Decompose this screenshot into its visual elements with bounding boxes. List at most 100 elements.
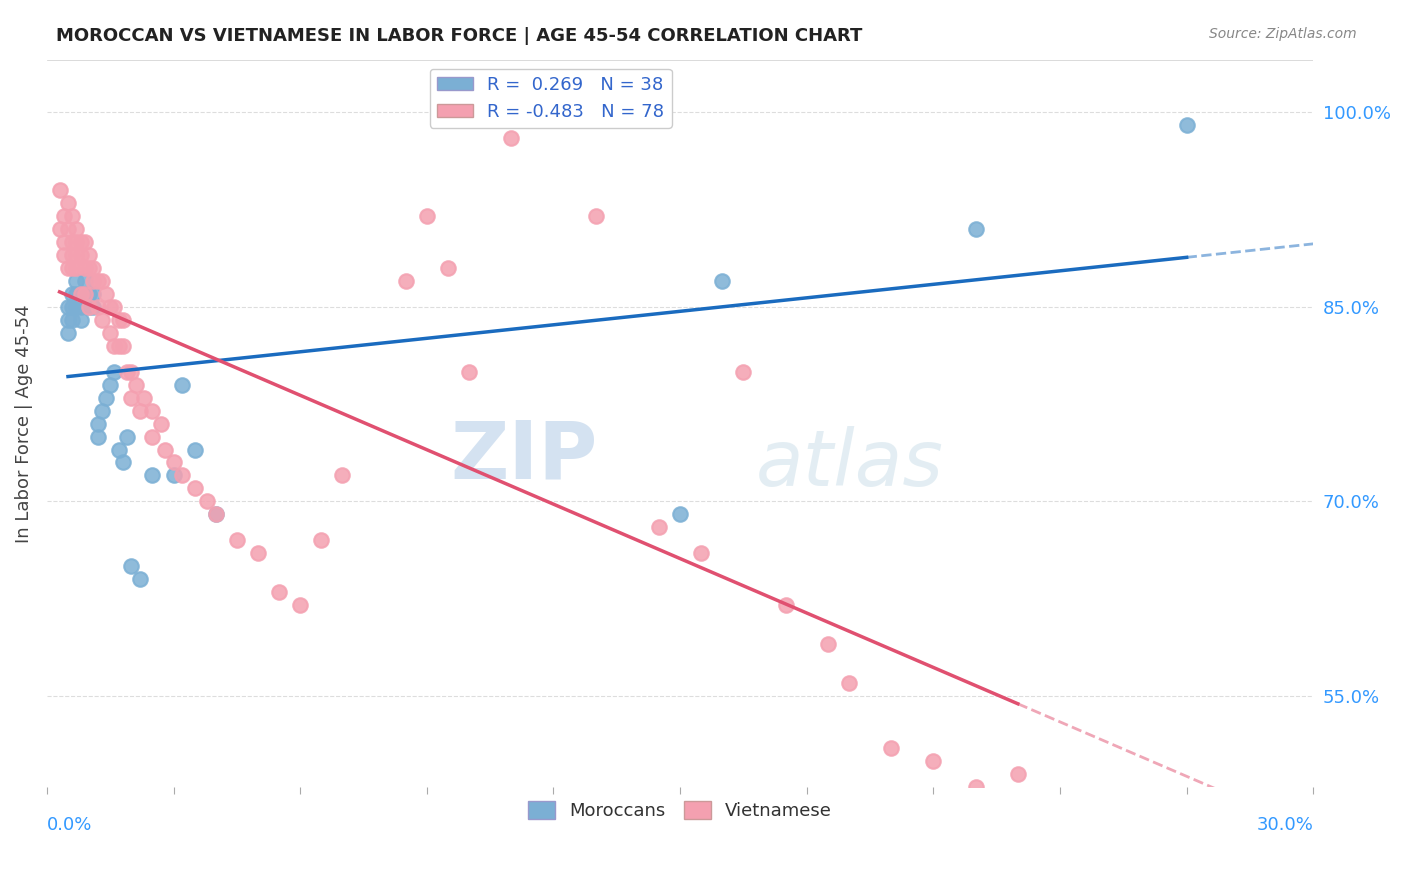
Text: Source: ZipAtlas.com: Source: ZipAtlas.com bbox=[1209, 27, 1357, 41]
Point bbox=[69, 312, 91, 326]
Point bbox=[77, 286, 100, 301]
Point bbox=[128, 403, 150, 417]
Point bbox=[60, 209, 83, 223]
Point bbox=[60, 286, 83, 301]
Point bbox=[94, 391, 117, 405]
Point bbox=[65, 260, 87, 275]
Point bbox=[107, 338, 129, 352]
Point bbox=[437, 260, 460, 275]
Point bbox=[65, 300, 87, 314]
Point bbox=[128, 573, 150, 587]
Point bbox=[149, 417, 172, 431]
Point bbox=[69, 235, 91, 249]
Point bbox=[65, 247, 87, 261]
Point bbox=[311, 533, 333, 548]
Point bbox=[225, 533, 247, 548]
Point bbox=[103, 338, 125, 352]
Point bbox=[86, 300, 108, 314]
Point bbox=[103, 300, 125, 314]
Point bbox=[111, 338, 134, 352]
Point bbox=[86, 417, 108, 431]
Point bbox=[120, 559, 142, 574]
Point bbox=[98, 300, 121, 314]
Point bbox=[73, 274, 96, 288]
Point bbox=[775, 599, 797, 613]
Y-axis label: In Labor Force | Age 45-54: In Labor Force | Age 45-54 bbox=[15, 304, 32, 543]
Point bbox=[82, 300, 104, 314]
Text: 0.0%: 0.0% bbox=[46, 816, 93, 834]
Point bbox=[1175, 118, 1198, 132]
Point bbox=[711, 274, 734, 288]
Point bbox=[395, 274, 418, 288]
Point bbox=[60, 312, 83, 326]
Point bbox=[1007, 767, 1029, 781]
Point bbox=[98, 326, 121, 340]
Point bbox=[56, 195, 79, 210]
Point bbox=[669, 508, 692, 522]
Point bbox=[86, 274, 108, 288]
Point bbox=[73, 286, 96, 301]
Point bbox=[48, 183, 70, 197]
Point bbox=[153, 442, 176, 457]
Point bbox=[585, 209, 607, 223]
Point bbox=[195, 494, 218, 508]
Point bbox=[82, 274, 104, 288]
Point bbox=[60, 260, 83, 275]
Point bbox=[90, 274, 112, 288]
Legend: Moroccans, Vietnamese: Moroccans, Vietnamese bbox=[519, 792, 841, 830]
Point bbox=[965, 780, 987, 795]
Point bbox=[111, 455, 134, 469]
Point bbox=[73, 260, 96, 275]
Point bbox=[246, 546, 269, 560]
Point bbox=[65, 235, 87, 249]
Point bbox=[77, 300, 100, 314]
Point bbox=[56, 221, 79, 235]
Point bbox=[52, 209, 75, 223]
Point bbox=[204, 508, 226, 522]
Point bbox=[124, 377, 146, 392]
Point bbox=[82, 260, 104, 275]
Point bbox=[65, 274, 87, 288]
Point bbox=[162, 468, 184, 483]
Point bbox=[880, 741, 903, 756]
Point bbox=[65, 221, 87, 235]
Point bbox=[52, 247, 75, 261]
Point bbox=[170, 377, 193, 392]
Point bbox=[141, 403, 163, 417]
Point bbox=[170, 468, 193, 483]
Point bbox=[69, 286, 91, 301]
Point bbox=[111, 312, 134, 326]
Point bbox=[162, 455, 184, 469]
Point bbox=[65, 286, 87, 301]
Point bbox=[183, 482, 205, 496]
Point bbox=[73, 235, 96, 249]
Text: atlas: atlas bbox=[756, 425, 943, 501]
Point bbox=[416, 209, 439, 223]
Point bbox=[817, 637, 839, 651]
Text: MOROCCAN VS VIETNAMESE IN LABOR FORCE | AGE 45-54 CORRELATION CHART: MOROCCAN VS VIETNAMESE IN LABOR FORCE | … bbox=[56, 27, 863, 45]
Point bbox=[115, 365, 138, 379]
Point bbox=[690, 546, 713, 560]
Point bbox=[332, 468, 354, 483]
Text: ZIP: ZIP bbox=[450, 417, 598, 495]
Point bbox=[69, 286, 91, 301]
Point bbox=[82, 286, 104, 301]
Point bbox=[52, 235, 75, 249]
Point bbox=[60, 235, 83, 249]
Point bbox=[838, 676, 860, 690]
Point bbox=[56, 312, 79, 326]
Point bbox=[458, 365, 481, 379]
Point bbox=[132, 391, 155, 405]
Point bbox=[77, 247, 100, 261]
Point bbox=[56, 300, 79, 314]
Point bbox=[922, 755, 945, 769]
Point bbox=[77, 260, 100, 275]
Point bbox=[77, 300, 100, 314]
Point bbox=[115, 429, 138, 443]
Point bbox=[204, 508, 226, 522]
Point bbox=[94, 286, 117, 301]
Point bbox=[56, 326, 79, 340]
Point bbox=[648, 520, 671, 534]
Point bbox=[86, 429, 108, 443]
Point bbox=[965, 221, 987, 235]
